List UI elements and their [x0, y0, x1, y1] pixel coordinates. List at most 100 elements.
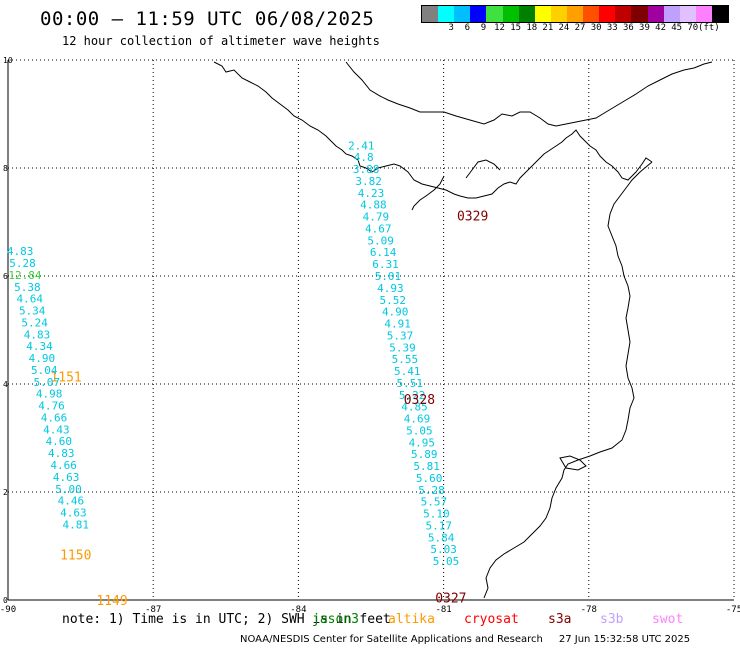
swh-value: 4.63: [60, 507, 87, 520]
swh-value: 4.90: [29, 352, 56, 365]
legend-label: 18: [526, 23, 538, 33]
swh-value: 5.09: [367, 234, 394, 247]
map-grid: -90 -87 -84 -81 -78 -75 0 2 4 6 8 10: [0, 56, 740, 615]
credit-line: NOAA/NESDIS Center for Satellite Applica…: [240, 634, 690, 645]
swh-value: 5.38: [14, 281, 41, 294]
legend-swatch: [711, 6, 729, 22]
coastline-central-america: [213, 61, 653, 199]
page-title: 00:00 – 11:59 UTC 06/08/2025: [40, 8, 375, 30]
generated-timestamp: 27 Jun 15:32:58 UTC 2025: [558, 634, 691, 645]
swh-value: 5.55: [392, 353, 419, 366]
y-tick-label: 4: [3, 380, 8, 389]
swh-value: 4.64: [17, 293, 44, 306]
y-tick-label: 10: [3, 56, 13, 65]
legend-swatch: [631, 6, 648, 22]
swh-value: 4.93: [377, 282, 404, 295]
swh-value: 5.28: [9, 257, 36, 270]
legend-label: 12: [494, 23, 505, 33]
legend-label: 27: [574, 23, 586, 33]
x-tick-label: -87: [145, 605, 161, 615]
legend-swatch: [470, 6, 487, 22]
legend-label: 9: [480, 23, 487, 33]
pass-time-label: 0328: [404, 393, 435, 408]
legend-label: 21: [542, 23, 554, 33]
color-scale-labels: 3 6 9 12 15 18 21 24 27 30 33 36 39 42 45 70 (ft): [421, 23, 740, 35]
coastline: [213, 61, 713, 599]
legend-label: 24: [558, 23, 570, 33]
swh-value: 4.88: [360, 199, 387, 212]
y-tick-label: 6: [3, 272, 8, 281]
satellite-legend-item: cryosat: [464, 612, 519, 627]
credit-text: NOAA/NESDIS Center for Satellite Applica…: [240, 634, 543, 645]
swh-value: 4.69: [404, 413, 431, 426]
swh-value: 4.85: [401, 401, 428, 414]
swh-value: 5.52: [380, 294, 407, 307]
legend-label: 42: [655, 23, 666, 33]
legend-swatch: [599, 6, 616, 22]
legend-swatch: [583, 6, 600, 22]
swh-value: 4.66: [41, 411, 68, 424]
swh-value: 4.83: [7, 245, 34, 258]
swh-value: 5.60: [416, 472, 443, 485]
legend-label: 45: [671, 23, 683, 33]
swh-value: 5.89: [411, 448, 438, 461]
swh-value: 2.41: [348, 139, 375, 152]
swh-value: 5.04: [31, 364, 58, 377]
swh-value: 4.98: [36, 388, 63, 401]
swh-value: 5.10: [423, 508, 450, 521]
swh-value: 4.83: [48, 447, 75, 460]
legend-swatch: [695, 6, 712, 22]
color-scale-legend: [421, 5, 729, 23]
swh-value: 5.51: [396, 377, 423, 390]
swh-value: 4.81: [63, 518, 90, 531]
satellite-legend-item: swot: [652, 612, 684, 627]
swh-value: 4.91: [384, 318, 411, 331]
x-tick-label: -75: [726, 605, 740, 615]
swh-value: 5.39: [389, 341, 416, 354]
legend-label: 33: [606, 23, 618, 33]
swh-value: 5.01: [375, 270, 402, 283]
pass-time-label: 0327: [435, 591, 466, 606]
y-tick-label: 8: [3, 164, 8, 173]
satellite-legend-item: jason3: [312, 612, 359, 627]
altimeter-tracks: 2.414.83.883.824.234.884.794.675.096.146…: [7, 139, 488, 609]
legend-label: (ft): [698, 23, 720, 33]
swh-value: 4.8: [354, 151, 374, 164]
legend-swatch: [550, 6, 567, 22]
satellite-legend-item: altika: [388, 612, 435, 627]
swh-value: 4.34: [26, 340, 53, 353]
island-coast: [559, 455, 587, 471]
swh-value: 4.76: [38, 400, 65, 413]
swh-value: 5.28: [418, 484, 445, 497]
legend-label: 39: [639, 23, 650, 33]
swh-value: 5.03: [430, 543, 457, 556]
swh-value: 4.66: [50, 459, 77, 472]
pass-time-label: 1149: [96, 594, 127, 609]
x-tick-label: -78: [581, 605, 597, 615]
legend-label: 30: [590, 23, 602, 33]
coastline-panama-gulf: [411, 159, 501, 211]
swh-value: 5.05: [406, 424, 433, 437]
swh-value: 5.37: [387, 329, 414, 342]
y-tick-label: 2: [3, 488, 8, 497]
x-tick-label: -90: [0, 605, 16, 615]
legend-label: 6: [464, 23, 471, 33]
legend-swatch: [615, 6, 632, 22]
swh-value: 5.22: [399, 389, 426, 402]
swh-value: 4.43: [43, 423, 70, 436]
swh-value: 6.31: [372, 258, 399, 271]
pass-time-label: 1151: [50, 371, 81, 386]
swh-value: 5.34: [19, 305, 46, 318]
x-tick-label: -81: [435, 605, 451, 615]
satellite-legend-item: s3a: [548, 612, 572, 627]
coastline-south-america-pacific: [483, 161, 653, 599]
swh-value: 5.17: [426, 519, 453, 532]
legend-label: 36: [622, 23, 634, 33]
swh-value: 4.67: [365, 222, 392, 235]
swh-value: 4.46: [58, 495, 85, 508]
legend-swatch: [518, 6, 535, 22]
swh-value: 3.82: [355, 175, 382, 188]
swh-value: 4.63: [53, 471, 80, 484]
legend-swatch: [486, 6, 503, 22]
legend-swatch: [679, 6, 696, 22]
